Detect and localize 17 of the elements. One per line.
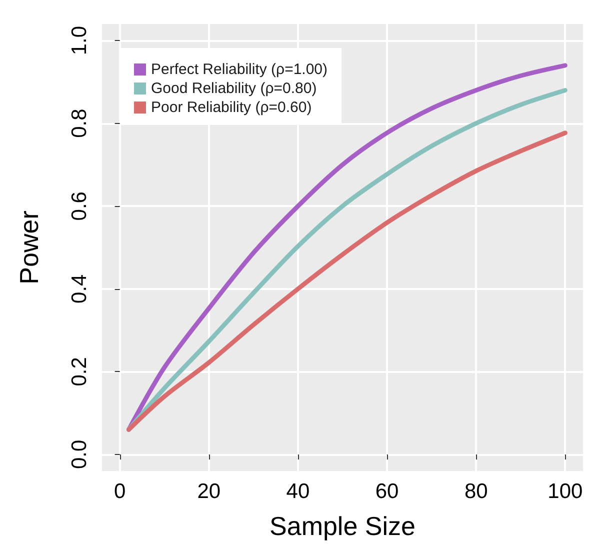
y-tick-label: 1.0 [68,26,91,56]
y-tick-label: 0.2 [68,357,91,386]
y-axis-title: Power [14,210,44,284]
legend-label: Perfect Reliability (ρ=1.00) [151,61,328,78]
y-tick-label: 0.4 [68,274,91,304]
x-tick-label: 80 [464,480,488,503]
y-tick-label: 0.0 [68,440,91,470]
x-tick-label: 20 [197,480,221,503]
x-tick-label: 100 [548,480,583,503]
y-tick-label: 0.8 [68,108,91,138]
y-tick-label: 0.6 [68,192,91,221]
x-tick-label: 40 [286,480,310,503]
legend-label: Good Reliability (ρ=0.80) [151,80,317,97]
x-tick-label: 0 [114,480,126,503]
x-axis-title: Sample Size [270,511,416,541]
legend-label: Poor Reliability (ρ=0.60) [151,99,312,116]
x-tick-label: 60 [375,480,399,503]
